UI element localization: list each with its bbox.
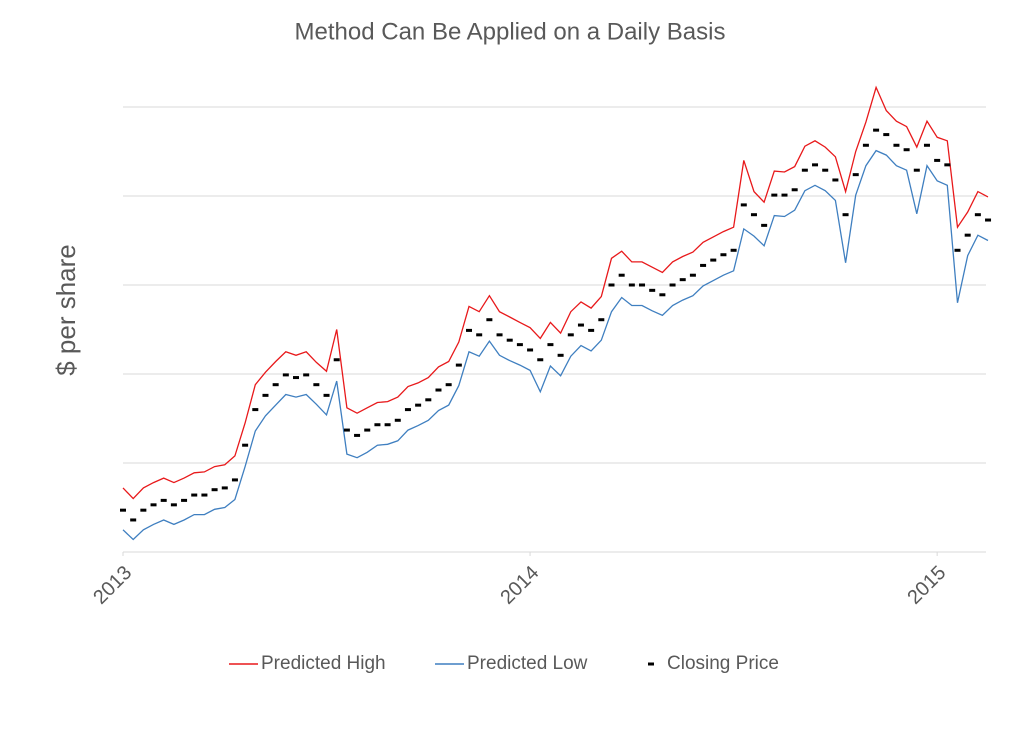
closing-price-mark <box>913 168 920 172</box>
closing-price-mark <box>608 283 615 287</box>
closing-price-mark <box>466 328 473 332</box>
closing-price-mark <box>577 323 584 327</box>
closing-price-mark <box>730 248 737 252</box>
chart-title: Method Can Be Applied on a Daily Basis <box>295 18 726 45</box>
closing-price-mark <box>262 393 269 397</box>
closing-price-mark <box>873 128 880 132</box>
closing-price-mark <box>445 383 452 387</box>
closing-price-mark <box>455 363 462 367</box>
closing-price-mark <box>812 163 819 167</box>
closing-price-mark <box>679 278 686 282</box>
closing-price-mark <box>649 288 656 292</box>
closing-price-mark <box>282 373 289 377</box>
closing-price-mark <box>557 353 564 357</box>
closing-price-mark <box>710 258 717 262</box>
closing-price-mark <box>883 133 890 137</box>
closing-price-mark <box>384 423 391 427</box>
series-line <box>122 149 989 541</box>
closing-price-mark <box>476 333 483 337</box>
closing-price-mark <box>272 383 279 387</box>
closing-price-mark <box>771 193 778 197</box>
closing-price-mark <box>486 318 493 322</box>
closing-price-mark <box>801 168 808 172</box>
closing-price-mark <box>221 486 228 490</box>
closing-price-mark <box>903 148 910 152</box>
closing-price-mark <box>170 503 177 507</box>
closing-price-mark <box>354 433 361 437</box>
closing-price-mark <box>425 398 432 402</box>
closing-price-mark <box>639 283 646 287</box>
closing-price-mark <box>130 518 137 522</box>
closing-price-mark <box>231 478 238 482</box>
closing-price-mark <box>842 213 849 217</box>
closing-price-mark <box>140 508 147 512</box>
closing-price-mark <box>191 493 198 497</box>
closing-price-mark <box>740 203 747 207</box>
closing-price-mark <box>374 423 381 427</box>
closing-price-mark <box>181 498 188 502</box>
closing-price-mark <box>791 188 798 192</box>
closing-price-mark <box>934 158 941 162</box>
closing-price-mark <box>201 493 208 497</box>
closing-price-mark <box>567 333 574 337</box>
closing-price-mark <box>496 333 503 337</box>
closing-price-mark <box>242 443 249 447</box>
closing-price-mark <box>323 393 330 397</box>
closing-price-mark <box>669 283 676 287</box>
legend-label: Closing Price <box>667 653 779 674</box>
closing-price-mark <box>303 373 310 377</box>
closing-price-mark <box>343 428 350 432</box>
closing-price-mark <box>415 403 422 407</box>
closing-price-mark <box>985 218 992 222</box>
closing-price-mark <box>822 168 829 172</box>
closing-price-mark <box>588 328 595 332</box>
closing-price-mark <box>547 343 554 347</box>
closing-price-mark <box>404 408 411 412</box>
closing-price-mark <box>333 358 340 362</box>
series-line <box>122 85 989 500</box>
closing-price-mark <box>516 343 523 347</box>
closing-price-mark <box>435 388 442 392</box>
closing-price-mark <box>160 498 167 502</box>
closing-price-mark <box>120 508 126 512</box>
closing-price-mark <box>862 143 869 147</box>
closing-price-mark <box>628 283 635 287</box>
closing-price-mark <box>537 358 544 362</box>
closing-price-mark <box>659 293 666 297</box>
legend-label: Predicted High <box>261 653 386 674</box>
closing-price-mark <box>832 178 839 182</box>
closing-price-mark <box>893 143 900 147</box>
closing-price-mark <box>252 408 259 412</box>
legend-label: Predicted Low <box>467 653 588 674</box>
closing-price-mark <box>974 213 981 217</box>
closing-price-mark <box>923 143 930 147</box>
closing-price-mark <box>964 233 971 237</box>
closing-price-mark <box>313 383 320 387</box>
closing-price-mark <box>750 213 757 217</box>
closing-price-mark <box>618 273 625 277</box>
closing-price-mark <box>944 163 951 167</box>
closing-price-mark <box>293 376 300 380</box>
closing-price-mark <box>852 173 859 177</box>
closing-price-mark <box>761 223 768 227</box>
closing-price-mark <box>150 503 157 507</box>
closing-price-mark <box>506 338 513 342</box>
closing-price-mark <box>720 253 727 257</box>
closing-price-mark <box>364 428 371 432</box>
legend-swatch <box>648 662 654 666</box>
closing-price-mark <box>781 193 788 197</box>
closing-price-mark <box>598 318 605 322</box>
closing-price-mark <box>394 418 401 422</box>
closing-price-mark <box>527 348 534 352</box>
closing-price-mark <box>211 488 218 492</box>
closing-price-mark <box>954 248 961 252</box>
closing-price-mark <box>689 273 696 277</box>
closing-price-mark <box>700 263 707 267</box>
y-axis-label: $ per share <box>51 244 81 376</box>
